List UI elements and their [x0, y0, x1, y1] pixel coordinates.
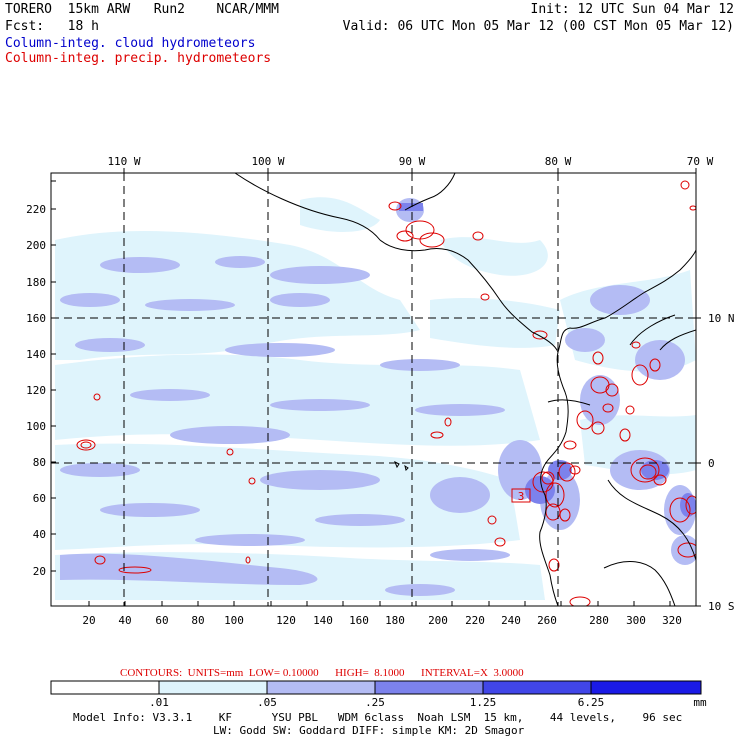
colorbar-threshold: .25: [365, 696, 385, 709]
forecast-hour: Fcst: 18 h: [5, 19, 99, 34]
precip-contours: [76, 180, 696, 606]
colorbar-bin: [158, 680, 268, 695]
x-tick-label: 40: [118, 614, 131, 627]
y-tick-label: 80: [33, 456, 46, 469]
y-tick-label: 120: [26, 384, 46, 397]
colorbar-bin: [266, 680, 376, 695]
y-tick-label: 140: [26, 348, 46, 361]
y-tick-label: 200: [26, 239, 46, 252]
colorbar-threshold: 6.25: [578, 696, 605, 709]
sounding-box: [511, 488, 531, 503]
physics-info: LW: Godd SW: Goddard DIFF: simple KM: 2D…: [213, 724, 525, 737]
legend-cloud-hydrometeors: Column-integ. cloud hydrometeors: [5, 36, 256, 51]
y-tick-label: 220: [26, 203, 46, 216]
x-tick-label: 300: [626, 614, 646, 627]
y-tick-label: 20: [33, 565, 46, 578]
longitude-label: 100 W: [251, 155, 284, 168]
colorbar-threshold: .05: [257, 696, 277, 709]
colorbar: [50, 680, 702, 695]
y-tick-label: 100: [26, 420, 46, 433]
x-tick-label: 200: [428, 614, 448, 627]
y-tick-label: 180: [26, 276, 46, 289]
colorbar-labels: .01 .05 .25 1.25 6.25 mm: [149, 696, 707, 709]
x-tick-label: 120: [276, 614, 296, 627]
longitude-label: 90 W: [399, 155, 426, 168]
colorbar-threshold: .01: [149, 696, 169, 709]
y-tick-label: 160: [26, 312, 46, 325]
longitude-label: 80 W: [545, 155, 572, 168]
model-title: TORERO 15km ARW Run2 NCAR/MMM: [5, 2, 279, 17]
cloud-shading-medium: [60, 198, 696, 596]
x-tick-label: 240: [501, 614, 521, 627]
hydrometeor-field: [55, 173, 696, 606]
x-tick-labels: 20 40 60 80 100 120 140 160 180 200 220 …: [82, 614, 682, 627]
x-tick-label: 260: [537, 614, 557, 627]
longitude-label: 110 W: [107, 155, 140, 168]
colorbar-bin: [590, 680, 702, 695]
colorbar-threshold: 1.25: [470, 696, 497, 709]
graticule: [51, 173, 696, 606]
contours-info: CONTOURS: UNITS=mm LOW= 0.10000 HIGH= 8.…: [120, 667, 524, 679]
latitude-label: 0: [708, 457, 715, 470]
frame-ticks: [51, 168, 701, 607]
x-tick-label: 80: [191, 614, 204, 627]
y-tick-label: 40: [33, 528, 46, 541]
x-tick-label: 100: [224, 614, 244, 627]
x-tick-label: 20: [82, 614, 95, 627]
init-time: Init: 12 UTC Sun 04 Mar 12: [530, 2, 735, 17]
y-tick-label: 60: [33, 492, 46, 505]
latitude-label: 10 S: [708, 600, 735, 613]
colorbar-bin: [482, 680, 592, 695]
x-tick-label: 180: [385, 614, 405, 627]
legend-precip-hydrometeors: Column-integ. precip. hydrometeors: [5, 51, 272, 66]
latitude-labels: 10 N 0 10 S: [708, 312, 735, 613]
x-tick-label: 220: [465, 614, 485, 627]
colorbar-unit: mm: [693, 696, 707, 709]
longitude-label: 70 W: [687, 155, 714, 168]
colorbar-bin: [50, 680, 160, 695]
x-tick-label: 140: [313, 614, 333, 627]
coastlines: [234, 173, 696, 606]
latitude-label: 10 N: [708, 312, 735, 325]
x-tick-label: 60: [155, 614, 168, 627]
x-tick-label: 320: [662, 614, 682, 627]
colorbar-bin: [374, 680, 484, 695]
model-info: Model Info: V3.3.1 KF YSU PBL WDM 6class…: [73, 711, 683, 724]
valid-time: Valid: 06 UTC Mon 05 Mar 12 (00 CST Mon …: [342, 19, 734, 34]
y-tick-labels: 20 40 60 80 100 120 140 160 180 200 220: [26, 203, 46, 578]
longitude-labels: 110 W 100 W 90 W 80 W 70 W: [107, 155, 713, 168]
x-tick-label: 160: [349, 614, 369, 627]
x-tick-label: 280: [589, 614, 609, 627]
sounding-box-label: 3: [518, 490, 525, 503]
